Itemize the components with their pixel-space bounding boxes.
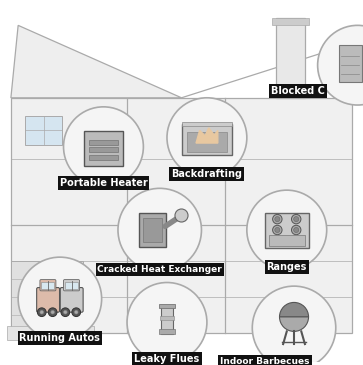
Circle shape [252,286,336,365]
FancyBboxPatch shape [84,131,123,166]
FancyBboxPatch shape [159,329,175,334]
Circle shape [273,214,282,224]
Text: Backdrafting: Backdrafting [171,169,242,179]
Wedge shape [280,303,309,317]
Circle shape [74,310,78,314]
Circle shape [275,216,280,222]
Circle shape [291,225,301,235]
Circle shape [294,227,299,233]
Circle shape [64,107,143,187]
Bar [7,326,94,341]
Circle shape [275,227,280,233]
FancyBboxPatch shape [89,140,118,145]
Text: Portable Heater: Portable Heater [60,178,147,188]
FancyBboxPatch shape [64,280,79,291]
Text: Indoor Barbecues: Indoor Barbecues [220,357,310,365]
Bar [25,116,62,145]
Circle shape [291,214,301,224]
Circle shape [72,308,81,316]
Polygon shape [196,128,218,143]
FancyBboxPatch shape [265,213,309,248]
Circle shape [51,310,54,314]
Circle shape [61,308,70,316]
FancyBboxPatch shape [65,282,78,289]
Bar [272,18,309,25]
FancyBboxPatch shape [41,282,54,289]
Text: Running Autos: Running Autos [20,333,100,343]
Circle shape [318,25,363,105]
FancyBboxPatch shape [161,306,173,334]
Text: Leaky Flues: Leaky Flues [134,354,200,364]
Text: Ranges: Ranges [266,262,307,272]
Bar [11,261,83,333]
Circle shape [40,310,44,314]
Circle shape [118,188,201,272]
Circle shape [127,283,207,362]
FancyBboxPatch shape [269,235,305,246]
Bar [11,98,352,333]
Circle shape [175,209,188,222]
FancyBboxPatch shape [89,147,118,153]
FancyBboxPatch shape [40,280,56,291]
FancyBboxPatch shape [159,304,175,308]
Text: Blocked C: Blocked C [271,86,325,96]
Circle shape [273,225,282,235]
Circle shape [48,308,57,316]
Bar [276,18,305,98]
FancyBboxPatch shape [182,124,232,155]
Text: Cracked Heat Exchanger: Cracked Heat Exchanger [97,265,222,274]
FancyBboxPatch shape [143,218,162,242]
FancyBboxPatch shape [160,316,174,320]
Wedge shape [280,317,309,331]
Circle shape [37,308,46,316]
FancyBboxPatch shape [37,288,60,312]
FancyBboxPatch shape [89,155,118,160]
Circle shape [247,190,327,270]
Circle shape [167,98,247,177]
FancyBboxPatch shape [182,122,232,126]
Circle shape [18,257,102,341]
FancyBboxPatch shape [60,288,83,312]
Circle shape [294,216,299,222]
Polygon shape [11,25,181,98]
FancyBboxPatch shape [187,132,227,152]
FancyBboxPatch shape [339,45,362,82]
FancyBboxPatch shape [139,212,166,247]
Circle shape [64,310,67,314]
